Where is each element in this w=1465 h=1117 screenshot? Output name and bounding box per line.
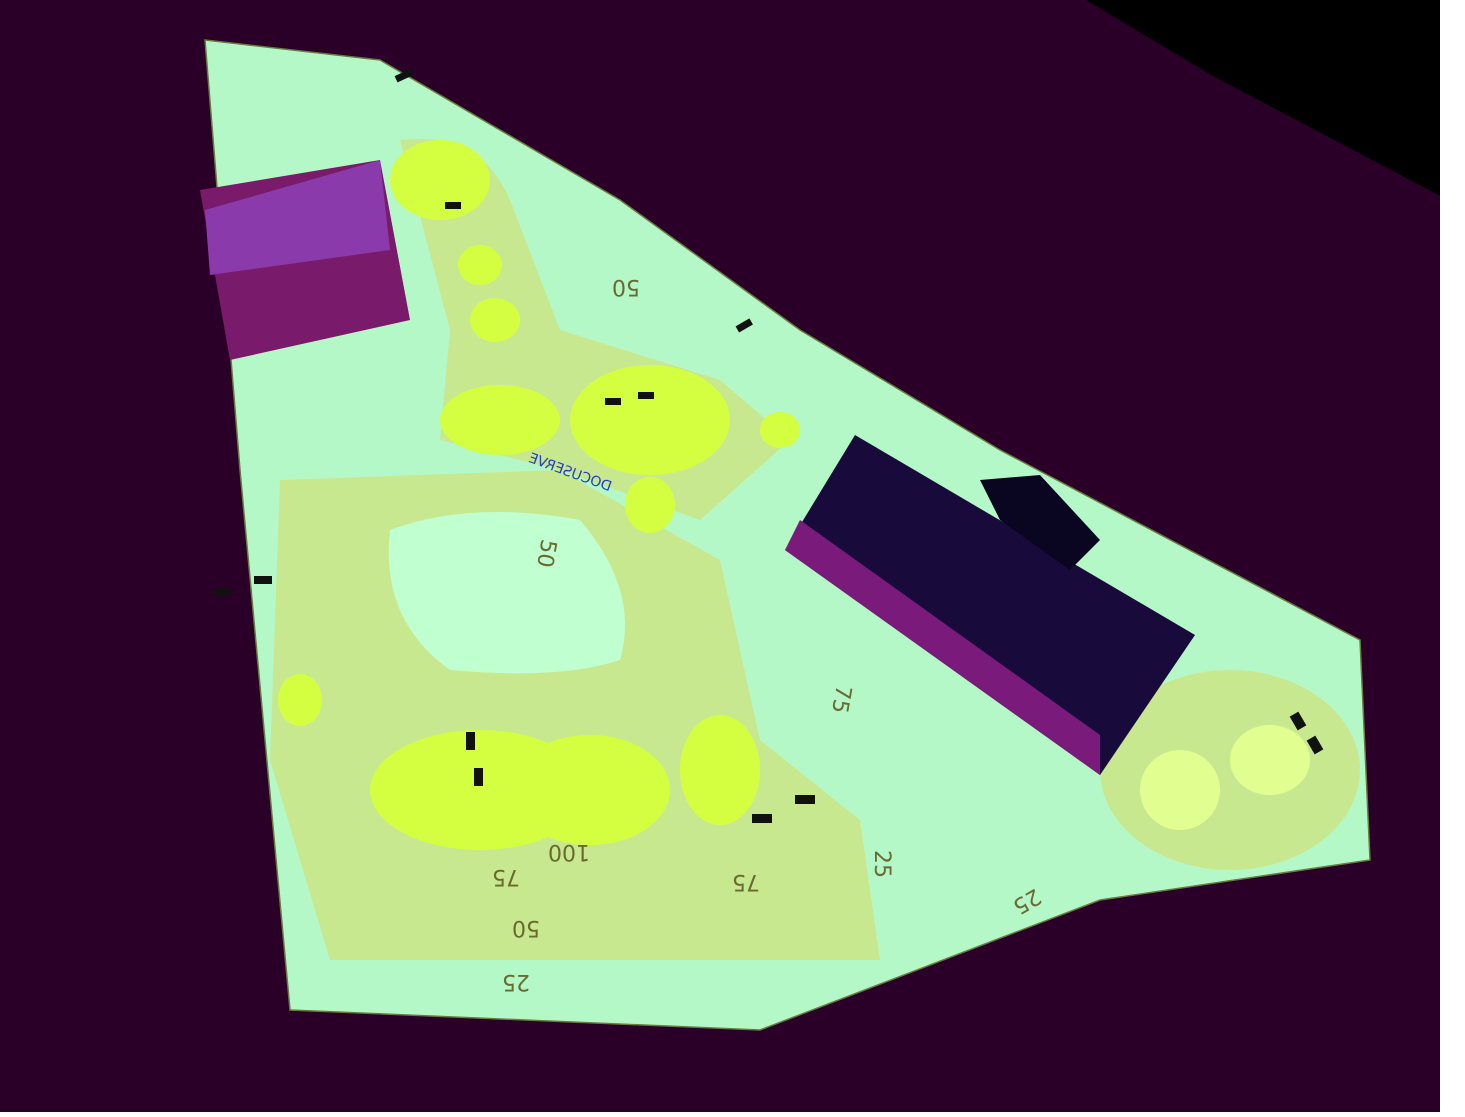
contour-label: 50 xyxy=(531,537,560,569)
zone xyxy=(388,512,625,674)
fixture xyxy=(735,318,753,333)
zone xyxy=(1230,725,1310,795)
contour-label: 75 xyxy=(732,869,760,894)
buildings xyxy=(200,160,1195,775)
fixture xyxy=(605,398,621,405)
fixture xyxy=(795,795,815,804)
hot-zone xyxy=(278,674,322,726)
fixture xyxy=(752,814,772,823)
contour-label: 50 xyxy=(612,274,640,299)
render-view: 25 50 75 100 25 50 75 25 50 75 DOCUSERVE xyxy=(0,0,1440,1112)
building-roof xyxy=(980,475,1100,570)
fixture xyxy=(474,768,483,786)
fixture xyxy=(466,732,475,750)
fixture xyxy=(1289,711,1307,731)
contour-label: 25 xyxy=(502,969,530,994)
hot-zone xyxy=(510,735,670,845)
fixtures xyxy=(214,68,1324,823)
fixture xyxy=(445,202,461,209)
building-side xyxy=(785,520,1100,775)
hot-zone xyxy=(760,412,800,448)
fixture xyxy=(1306,735,1324,755)
fixture xyxy=(254,576,272,584)
hot-zone xyxy=(570,365,730,475)
fixture xyxy=(214,588,232,596)
contour-label: 25 xyxy=(869,850,894,878)
building-roof xyxy=(205,160,390,275)
hot-zone xyxy=(470,298,520,342)
contour-label: 75 xyxy=(492,864,520,889)
contour-label: 50 xyxy=(512,915,540,940)
fixture xyxy=(394,68,414,83)
hot-zone xyxy=(680,715,760,825)
building xyxy=(785,435,1195,775)
hot-zone xyxy=(625,477,675,533)
fixture xyxy=(638,392,654,399)
hot-zone xyxy=(390,140,490,220)
zone xyxy=(1140,750,1220,830)
contour-label: 75 xyxy=(826,683,855,715)
contour-label: 100 xyxy=(548,839,590,864)
hot-zone xyxy=(440,385,560,455)
hot-zone xyxy=(458,245,502,285)
